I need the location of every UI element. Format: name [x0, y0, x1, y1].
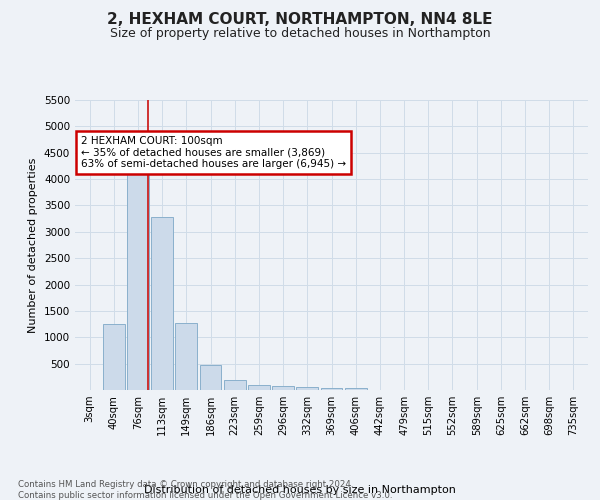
Text: Contains HM Land Registry data © Crown copyright and database right 2024.
Contai: Contains HM Land Registry data © Crown c… — [18, 480, 392, 500]
Bar — [248, 384, 270, 390]
Bar — [272, 386, 294, 390]
Bar — [345, 388, 367, 390]
Text: Size of property relative to detached houses in Northampton: Size of property relative to detached ho… — [110, 28, 490, 40]
Bar — [103, 324, 125, 390]
Bar — [224, 380, 245, 390]
Bar — [127, 164, 149, 390]
Y-axis label: Number of detached properties: Number of detached properties — [28, 158, 38, 332]
Bar — [151, 216, 173, 390]
Text: Distribution of detached houses by size in Northampton: Distribution of detached houses by size … — [144, 485, 456, 495]
Bar — [200, 364, 221, 390]
Bar — [296, 388, 318, 390]
Text: 2, HEXHAM COURT, NORTHAMPTON, NN4 8LE: 2, HEXHAM COURT, NORTHAMPTON, NN4 8LE — [107, 12, 493, 28]
Text: 2 HEXHAM COURT: 100sqm
← 35% of detached houses are smaller (3,869)
63% of semi-: 2 HEXHAM COURT: 100sqm ← 35% of detached… — [81, 136, 346, 169]
Bar — [320, 388, 343, 390]
Bar — [175, 323, 197, 390]
